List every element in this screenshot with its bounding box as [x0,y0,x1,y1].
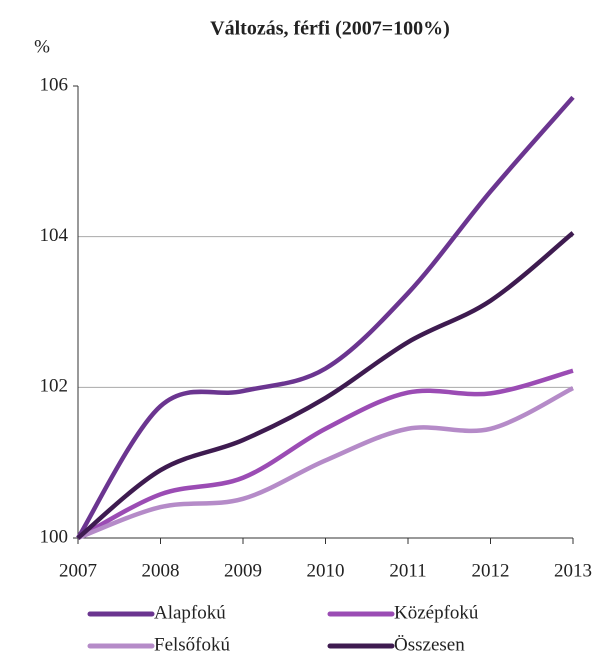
x-tick-label: 2013 [554,560,592,581]
y-tick-label: 100 [40,526,69,547]
x-tick-label: 2011 [389,560,426,581]
x-tick-label: 2012 [472,560,510,581]
series-line [76,231,575,540]
x-tick-label: 2008 [142,560,180,581]
legend-label: Középfokú [394,602,479,623]
x-tick-label: 2007 [59,560,97,581]
chart-title: Változás, férfi (2007=100%) [210,18,450,40]
series-line [76,95,575,540]
series-line [76,368,574,540]
y-tick-label: 102 [40,376,69,397]
series-line [77,386,575,541]
y-tick-label: 106 [40,74,69,95]
y-tick-label: 104 [40,225,69,246]
y-axis-label: % [34,36,50,57]
x-tick-label: 2010 [307,560,345,581]
legend-label: Felsőfokú [154,634,231,655]
legend-label: Összesen [394,634,465,655]
legend-label: Alapfokú [154,602,226,623]
x-tick-label: 2009 [224,560,262,581]
